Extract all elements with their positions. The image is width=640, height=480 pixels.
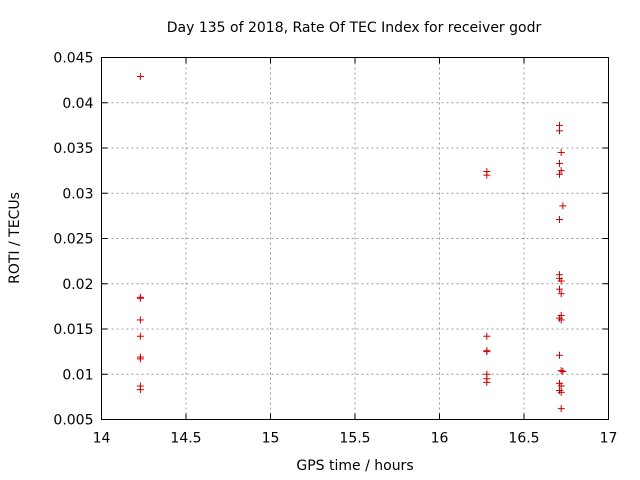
x-tick-label: 17 bbox=[600, 431, 618, 447]
chart-title: Day 135 of 2018, Rate Of TEC Index for r… bbox=[167, 20, 542, 36]
data-point bbox=[483, 171, 491, 179]
x-tick-label: 14 bbox=[93, 431, 111, 447]
data-points bbox=[136, 73, 567, 413]
data-point bbox=[555, 387, 563, 395]
data-point bbox=[559, 368, 567, 376]
data-point bbox=[559, 202, 567, 210]
x-tick-label: 14.5 bbox=[170, 431, 201, 447]
x-axis-label: GPS time / hours bbox=[296, 458, 413, 474]
data-point bbox=[136, 386, 144, 394]
x-tick-label: 15.5 bbox=[339, 431, 370, 447]
data-point bbox=[557, 277, 565, 285]
data-point bbox=[555, 215, 563, 223]
y-tick-label: 0.015 bbox=[53, 322, 93, 338]
data-point bbox=[555, 159, 563, 167]
data-point bbox=[136, 73, 144, 81]
data-point bbox=[557, 316, 565, 324]
x-tick-label: 16.5 bbox=[508, 431, 539, 447]
data-point bbox=[555, 170, 563, 178]
data-point bbox=[555, 127, 563, 135]
y-tick-label: 0.03 bbox=[62, 186, 93, 202]
data-point bbox=[136, 355, 144, 363]
data-point bbox=[555, 351, 563, 359]
y-tick-label: 0.04 bbox=[62, 96, 93, 112]
data-point bbox=[557, 388, 565, 396]
data-point bbox=[557, 167, 565, 175]
y-tick-label: 0.02 bbox=[62, 277, 93, 293]
y-tick-label: 0.025 bbox=[53, 232, 93, 248]
data-point bbox=[483, 332, 491, 340]
data-point bbox=[483, 378, 491, 386]
data-point bbox=[136, 316, 144, 324]
y-tick-label: 0.035 bbox=[53, 141, 93, 157]
data-point bbox=[557, 382, 565, 390]
data-point bbox=[483, 348, 491, 356]
tick-labels: 14 14.5 15 15.5 16 16.5 17 0.005 0.01 0.015 0.02 0.… bbox=[53, 51, 617, 447]
data-point bbox=[136, 294, 144, 302]
data-point bbox=[557, 149, 565, 157]
data-point bbox=[557, 367, 565, 375]
y-tick-label: 0.005 bbox=[53, 413, 93, 429]
data-point bbox=[557, 405, 565, 413]
x-tick-label: 15 bbox=[262, 431, 280, 447]
data-point bbox=[555, 314, 563, 322]
data-point bbox=[557, 290, 565, 298]
y-tick-label: 0.045 bbox=[53, 51, 93, 67]
y-tick-label: 0.01 bbox=[62, 367, 93, 383]
y-axis-label: ROTI / TECUs bbox=[7, 192, 23, 284]
grid bbox=[101, 57, 609, 420]
x-tick-label: 16 bbox=[431, 431, 449, 447]
data-point bbox=[136, 332, 144, 340]
data-point bbox=[555, 285, 563, 293]
axis-ticks bbox=[101, 57, 609, 420]
